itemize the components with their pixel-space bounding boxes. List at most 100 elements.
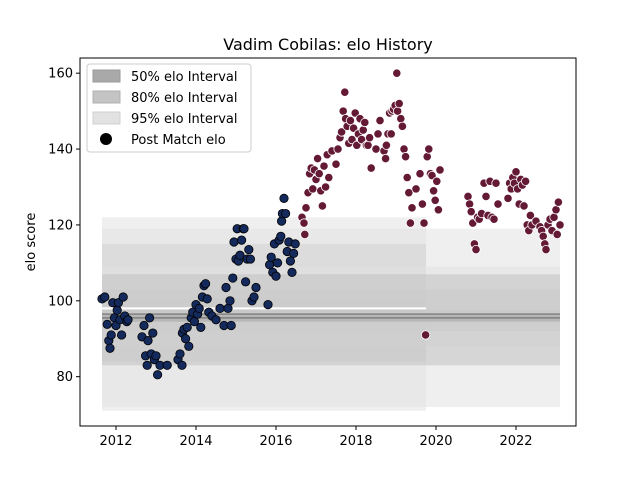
x-tick-label-3: 2018 [339, 434, 372, 449]
point-late-110 [525, 210, 536, 221]
point-late-61 [402, 172, 412, 183]
point-late-122 [551, 205, 561, 215]
point-late-56 [394, 98, 404, 109]
point-late-65 [411, 184, 421, 194]
point-early-5 [106, 330, 116, 340]
point-early-74 [263, 299, 273, 310]
y-tick-label-2: 120 [48, 218, 73, 233]
point-early-52 [215, 303, 225, 313]
x-tick-label-2: 2016 [259, 434, 292, 449]
point-late-37 [360, 117, 370, 128]
point-late-40 [364, 133, 375, 143]
point-late-67 [417, 199, 427, 209]
point-late-121 [549, 212, 559, 222]
point-late-96 [503, 193, 513, 203]
point-late-93 [489, 214, 499, 224]
point-late-117 [541, 244, 551, 255]
point-late-41 [366, 163, 376, 173]
point-late-10 [312, 153, 323, 164]
point-late-13 [317, 201, 327, 211]
point-late-44 [375, 115, 385, 126]
point-early-13 [118, 292, 128, 302]
y-axis-ticks: 80 100 120 140 160 [48, 67, 80, 385]
point-late-71 [424, 144, 434, 154]
post-match-elo-points [97, 68, 565, 380]
point-early-79 [271, 271, 281, 281]
point-early-58 [228, 273, 238, 283]
point-late-7 [308, 184, 318, 194]
point-late-123 [552, 229, 562, 240]
point-early-18 [139, 320, 149, 331]
point-late-106 [519, 201, 529, 211]
point-late-58 [397, 121, 407, 131]
legend: 50% elo Interval 80% elo Interval 95% el… [86, 63, 252, 153]
point-early-32 [177, 360, 187, 370]
point-late-24 [340, 87, 350, 97]
point-early-82 [276, 231, 286, 241]
point-early-20 [142, 360, 152, 370]
point-late-101 [511, 167, 521, 177]
x-tick-label-5: 2022 [499, 434, 532, 449]
point-late-74 [428, 186, 439, 196]
legend-swatch-80 [92, 90, 121, 104]
point-early-59 [229, 237, 239, 247]
point-early-4 [105, 343, 115, 353]
median-lines [102, 307, 560, 319]
point-late-43 [373, 129, 383, 139]
point-early-56 [225, 296, 235, 306]
point-late-81 [466, 207, 476, 217]
point-late-76 [432, 176, 442, 186]
point-early-16 [123, 315, 133, 325]
legend-label-post-match: Post Match elo [131, 133, 226, 148]
point-late-89 [481, 191, 491, 202]
point-early-83 [276, 216, 287, 226]
point-early-66 [239, 224, 249, 234]
point-early-69 [244, 244, 254, 255]
y-tick-label-1: 100 [48, 294, 73, 309]
point-late-14 [319, 161, 329, 171]
legend-label-95: 95% elo Interval [131, 112, 238, 127]
y-tick-label-0: 80 [56, 370, 73, 385]
point-late-68 [419, 218, 429, 228]
point-early-21 [143, 336, 153, 346]
point-late-50 [386, 129, 396, 139]
x-tick-label-1: 2014 [179, 434, 212, 449]
point-late-69 [420, 330, 431, 340]
x-tick-label-4: 2020 [419, 434, 452, 449]
point-early-36 [182, 322, 192, 332]
point-early-37 [184, 341, 194, 351]
point-early-75 [264, 260, 275, 270]
point-early-67 [241, 277, 251, 287]
point-late-66 [415, 169, 425, 179]
x-axis-ticks: 2012 2014 2016 2018 2020 2022 [99, 426, 533, 449]
x-tick-label-0: 2012 [99, 434, 132, 449]
point-early-24 [148, 328, 158, 338]
point-late-19 [331, 159, 341, 169]
point-early-85 [279, 193, 289, 203]
point-late-39 [363, 140, 373, 150]
point-late-79 [463, 191, 473, 202]
point-early-43 [194, 303, 204, 313]
legend-label-80: 80% elo Interval [131, 91, 238, 106]
point-late-22 [336, 127, 347, 137]
point-late-84 [471, 244, 481, 255]
legend-swatch-95 [92, 111, 121, 125]
point-late-46 [380, 153, 391, 164]
point-early-9 [112, 305, 122, 315]
legend-swatch-50 [92, 69, 121, 83]
point-early-27 [153, 370, 163, 380]
point-late-3 [301, 203, 311, 213]
point-early-57 [226, 320, 236, 331]
point-early-89 [285, 256, 295, 266]
point-late-17 [324, 172, 334, 183]
point-early-2 [102, 319, 112, 329]
point-late-36 [358, 125, 368, 135]
y-tick-label-3: 140 [48, 143, 73, 158]
point-late-1 [299, 218, 309, 228]
point-early-92 [290, 239, 300, 249]
point-early-73 [251, 282, 261, 293]
point-late-11 [314, 169, 324, 179]
point-late-62 [404, 188, 414, 198]
point-late-54 [392, 68, 402, 78]
